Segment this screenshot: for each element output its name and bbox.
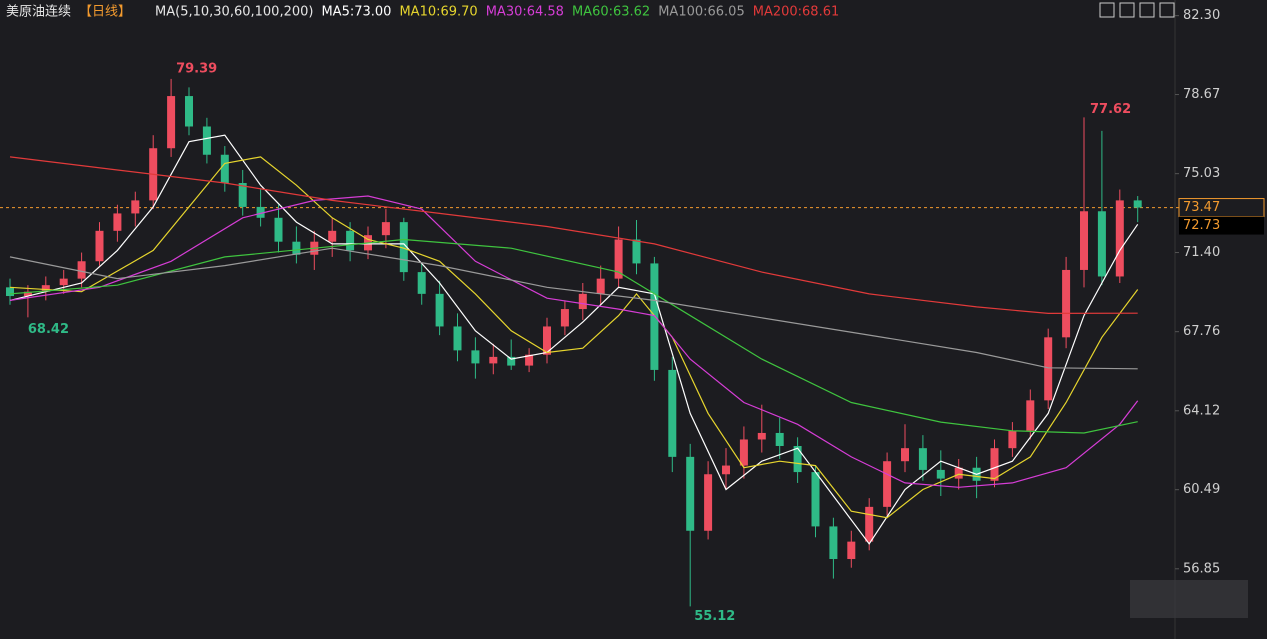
- y-tick-label: 71.40: [1183, 245, 1220, 260]
- candle-body: [1097, 211, 1106, 277]
- candle-body: [704, 474, 713, 531]
- candle-body: [95, 230, 104, 262]
- extreme-label: 79.39: [176, 61, 217, 76]
- candle-body: [739, 439, 748, 466]
- candle-body: [525, 354, 534, 366]
- candle-body: [435, 293, 444, 327]
- candle-body: [596, 278, 605, 294]
- candle-body: [1115, 200, 1124, 277]
- candle-body: [865, 506, 874, 542]
- candle-body: [328, 230, 337, 242]
- candle-body: [399, 222, 408, 273]
- candle-body: [560, 309, 569, 327]
- candle-body: [1044, 337, 1053, 401]
- candle-body: [775, 432, 784, 446]
- ma-line: [9, 156, 1139, 519]
- toolbar[interactable]: [1099, 2, 1175, 18]
- candle-body: [614, 239, 623, 279]
- candle-body: [578, 293, 587, 310]
- candle-body: [1133, 200, 1142, 208]
- candle-body: [757, 432, 766, 440]
- candle-body: [185, 96, 193, 127]
- header-text: MA10:69.70: [399, 5, 477, 20]
- ma-line: [9, 195, 1139, 488]
- candle-body: [829, 526, 838, 560]
- candle-body: [238, 183, 247, 207]
- candle-body: [489, 356, 498, 364]
- y-tick-label: 82.30: [1183, 8, 1220, 23]
- candle-body: [113, 213, 122, 231]
- candle-body: [722, 465, 730, 475]
- extreme-label: 55.12: [694, 609, 735, 624]
- candle-body: [632, 239, 641, 264]
- ref-price-label: 72.73: [1183, 218, 1220, 233]
- candle-body: [471, 350, 480, 364]
- candle-body: [346, 230, 355, 251]
- candle-body: [381, 222, 390, 236]
- candle-body: [650, 263, 659, 370]
- candle-body: [686, 456, 695, 531]
- header-text: MA100:66.05: [658, 5, 745, 20]
- candle-body: [507, 356, 516, 366]
- header-text: 美原油连续: [6, 4, 71, 20]
- candle-body: [1008, 430, 1017, 449]
- candle-body: [202, 126, 211, 155]
- header-text: MA30:64.58: [486, 5, 564, 20]
- candle-body: [883, 461, 892, 507]
- candle-body: [793, 445, 802, 473]
- candle-body: [256, 206, 265, 218]
- candle-body: [77, 261, 86, 279]
- y-tick-label: 56.85: [1183, 561, 1220, 576]
- blurred-watermark: [1130, 580, 1248, 618]
- y-tick-label: 67.76: [1183, 324, 1220, 339]
- ma-line: [9, 247, 1138, 370]
- candle-body: [918, 448, 927, 470]
- candle-body: [41, 285, 50, 292]
- header-text: MA200:68.61: [753, 5, 840, 20]
- header-text: MA(5,10,30,60,100,200): [155, 5, 313, 20]
- candle-body: [811, 472, 820, 527]
- candle-body: [936, 469, 945, 479]
- candle-body: [417, 272, 426, 294]
- candle-body: [990, 448, 999, 481]
- y-tick-label: 64.12: [1183, 403, 1220, 418]
- candle-body: [6, 287, 14, 297]
- candle-body: [131, 200, 140, 214]
- tool-icon[interactable]: [1139, 2, 1155, 18]
- ma-line: [9, 238, 1138, 434]
- candle-body: [1062, 269, 1071, 338]
- y-tick-label: 78.67: [1183, 87, 1220, 102]
- candle-body: [167, 96, 176, 149]
- candle-body: [543, 326, 551, 355]
- tool-icon[interactable]: [1099, 2, 1115, 18]
- y-tick-label: 60.49: [1183, 482, 1220, 497]
- extreme-label: 68.42: [28, 322, 69, 337]
- y-tick-label: 75.03: [1183, 166, 1220, 181]
- tool-icon[interactable]: [1119, 2, 1135, 18]
- candle-body: [954, 467, 963, 479]
- ma-line: [9, 156, 1138, 315]
- candle-body: [668, 369, 677, 457]
- candle-body: [292, 241, 301, 255]
- tool-icon[interactable]: [1159, 2, 1175, 18]
- header-bg: [0, 0, 1090, 24]
- ref-price-box: [1179, 216, 1264, 235]
- header-text: MA60:63.62: [572, 5, 650, 20]
- candle-body: [453, 326, 462, 351]
- price-box-label: 73.47: [1183, 200, 1220, 215]
- header-text: MA5:73.00: [321, 5, 391, 20]
- ma-line: [9, 134, 1139, 545]
- header-text: 【日线】: [79, 5, 131, 20]
- candle-body: [901, 448, 909, 462]
- candle-body: [1080, 211, 1088, 270]
- candle-body: [274, 217, 283, 242]
- candle-body: [1026, 400, 1035, 431]
- candle-body: [220, 154, 229, 184]
- candle-body: [847, 541, 856, 560]
- candle-body: [23, 291, 32, 297]
- candle-body: [59, 278, 68, 286]
- extreme-label: 77.62: [1090, 102, 1131, 117]
